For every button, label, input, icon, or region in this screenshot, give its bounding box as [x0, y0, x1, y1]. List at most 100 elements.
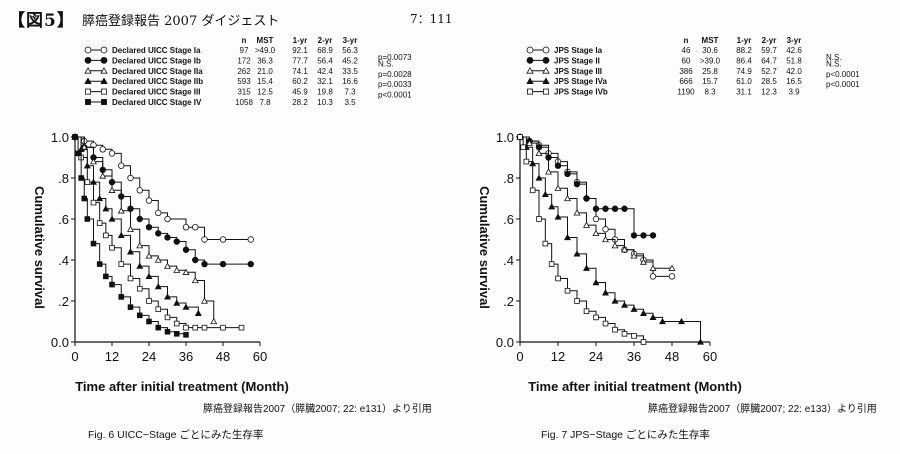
- data-point: [78, 175, 84, 181]
- data-point: [164, 293, 171, 300]
- data-point: [109, 244, 115, 251]
- data-point: [127, 304, 134, 310]
- y-tick-label: 0.0: [496, 335, 514, 350]
- data-point: [621, 331, 628, 337]
- legend-series-name: JPS Stage IVa: [554, 77, 607, 86]
- data-point: [194, 309, 202, 316]
- data-point: [564, 233, 571, 241]
- legend-value-mst: 36.3: [257, 56, 273, 65]
- data-point: [545, 168, 552, 175]
- legend-value-yr3: 51.8: [786, 56, 802, 65]
- legend-marker-open-triangle: [542, 66, 550, 74]
- legend-value-yr1: 61.0: [736, 77, 752, 86]
- legend-marker-open-circle: [100, 46, 108, 54]
- data-point: [136, 285, 143, 292]
- legend-marker-open-circle: [542, 46, 550, 54]
- data-point: [640, 232, 647, 239]
- data-point: [640, 258, 647, 265]
- legend-value-yr1: 92.1: [292, 46, 308, 55]
- data-point: [109, 281, 115, 288]
- x-axis-label: Time after initial treatment (Month): [528, 379, 742, 394]
- legend-series-name: Declared UICC Stage IIb: [112, 77, 203, 86]
- legend-marker-filled-circle: [542, 57, 550, 64]
- legend-marker-open-square: [527, 88, 533, 95]
- data-point: [535, 174, 543, 181]
- legend-marker-filled-triangle: [100, 77, 108, 84]
- legend-row: Declared UICC Stage Ib 172 36.3 77.7 56.4 45.…: [84, 56, 394, 68]
- series-line: [75, 136, 215, 322]
- data-point: [573, 180, 581, 188]
- legend-value-mst: >49.0: [255, 46, 276, 55]
- y-tick-label: .4: [58, 253, 69, 268]
- data-point: [146, 298, 152, 304]
- legend-value-yr3: 3.9: [788, 88, 800, 97]
- legend-p-value: p=0.0028: [378, 70, 412, 79]
- data-point: [90, 157, 97, 165]
- legend-row: Declared UICC Stage IV 1058 7.8 28.2 10.3 3.5: [85, 98, 356, 107]
- legend-value-mst: 12.5: [257, 88, 273, 97]
- x-tick-label: 24: [142, 349, 156, 364]
- legend-value-yr2: 68.9: [317, 46, 333, 55]
- data-point: [238, 324, 245, 331]
- legend-p-value: p=0.0073: [378, 53, 412, 62]
- legend-p-value: p<0.0001: [826, 80, 860, 89]
- legend-marker-filled-square: [85, 99, 91, 105]
- legend-value-yr3: 3.5: [344, 98, 356, 107]
- legend-value-yr1: 60.2: [292, 77, 308, 86]
- legend-value-yr2: 32.1: [317, 77, 333, 86]
- data-point: [155, 230, 162, 237]
- legend-p-value: p=0.0033: [378, 80, 412, 89]
- y-tick-label: 1.0: [496, 130, 514, 145]
- legend-value-n: 315: [237, 88, 251, 97]
- data-point: [164, 215, 171, 223]
- legend-p-value: N.S.: [826, 59, 842, 68]
- x-tick-label: 0: [71, 349, 78, 364]
- legend-marker-filled-circle: [100, 57, 108, 64]
- legend-value-n: 593: [237, 77, 251, 86]
- series-line: [75, 136, 251, 240]
- legend-marker-open-circle: [84, 46, 92, 54]
- data-point: [192, 256, 199, 264]
- data-point: [146, 318, 152, 325]
- data-point: [136, 242, 144, 249]
- data-point: [583, 221, 590, 228]
- legend-value-yr2: 10.3: [317, 98, 333, 107]
- data-point: [96, 261, 103, 267]
- series-2: [516, 133, 676, 271]
- legend-header-3-yr: 3-yr: [343, 36, 358, 45]
- data-point: [210, 317, 218, 325]
- data-point: [631, 333, 637, 339]
- data-point: [697, 338, 704, 345]
- data-point: [555, 275, 561, 282]
- legend-value-mst: >39.0: [700, 56, 721, 65]
- series-line: [75, 136, 251, 265]
- legend-value-mst: 25.8: [702, 67, 718, 76]
- legend-row: JPS Stage IVb 1190 8.3 31.1 12.3 3.9: [527, 88, 800, 97]
- data-point: [173, 331, 180, 337]
- legend-header-n: n: [684, 36, 689, 45]
- series-0: [71, 133, 254, 243]
- data-point: [602, 320, 609, 327]
- data-point: [117, 207, 125, 214]
- data-point: [649, 264, 657, 271]
- series-3: [516, 133, 704, 345]
- data-point: [145, 272, 153, 280]
- data-point: [592, 229, 600, 236]
- source-citation: 膵癌登録報告2007（膵臓2007; 22: e133）より引用: [648, 402, 877, 415]
- data-point: [621, 205, 628, 212]
- legend-value-yr1: 77.7: [292, 56, 308, 65]
- y-axis-label: Cumulative survival: [477, 186, 492, 309]
- legend-p-value: N.S.: [378, 59, 394, 68]
- legend-p-value: N.S.: [826, 53, 842, 62]
- data-point: [173, 320, 180, 327]
- data-point: [592, 205, 600, 212]
- data-point: [554, 162, 562, 169]
- legend-series-name: Declared UICC Stage III: [112, 88, 200, 97]
- legend-marker-filled-triangle: [526, 77, 534, 84]
- legend-p-value: p<0.0001: [826, 70, 860, 79]
- legend-value-yr1: 45.9: [292, 88, 308, 97]
- legend-marker-filled-circle: [526, 57, 534, 64]
- data-point: [520, 144, 526, 151]
- data-point: [155, 209, 162, 217]
- data-point: [592, 215, 600, 223]
